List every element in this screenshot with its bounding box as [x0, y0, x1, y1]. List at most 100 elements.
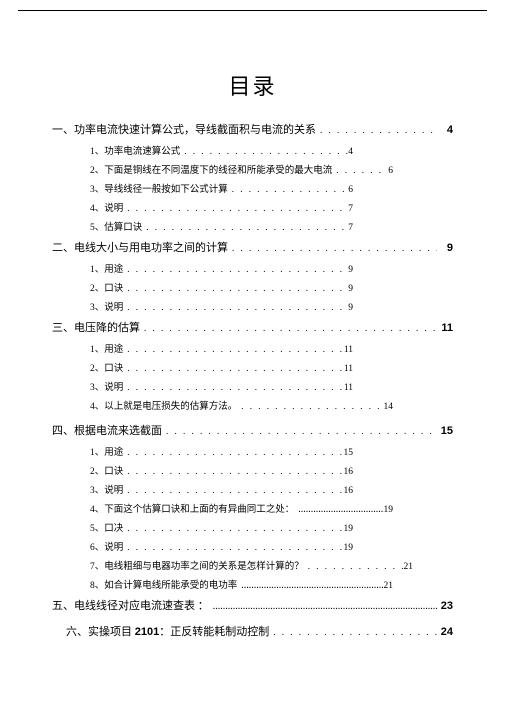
leader-dots	[123, 523, 343, 533]
toc-sub-item: 3、说明 11	[90, 379, 453, 393]
sub-label: 2、口诀	[90, 360, 123, 374]
special-page: 24	[437, 626, 453, 638]
sub-label: 1、用途	[90, 341, 123, 355]
leader-dots	[123, 283, 348, 293]
toc-sub-item: 1、用途 11	[90, 341, 453, 355]
toc-sub-item: 4、说明 7	[90, 200, 453, 214]
sub-label: 4、说明	[90, 200, 123, 214]
sub-label: 2、下面是铜线在不同温度下的线径和所能承受的最大电流	[90, 162, 332, 176]
sub-label: 5、口决	[90, 520, 123, 534]
leader-dots	[123, 264, 348, 274]
section-page: 15	[437, 425, 453, 437]
leader-dots	[123, 363, 344, 373]
sub-page: 21	[384, 581, 394, 591]
sub-label: 1、用途	[90, 261, 123, 275]
toc-sub-item: 3、说明 16	[90, 482, 453, 496]
leader-dots	[228, 243, 437, 253]
leader-dots	[123, 344, 344, 354]
sub-page: 11	[344, 383, 353, 393]
leader-dots	[123, 542, 343, 552]
toc-sub-item: 2、口诀 9	[90, 280, 453, 294]
toc-sub-item: 2、口诀 11	[90, 360, 453, 374]
sub-page: 9	[348, 303, 353, 313]
section-label: 二、电线大小与用电功率之间的计算	[52, 239, 228, 255]
toc-section: 三、电压降的估算 11	[52, 319, 453, 335]
sub-label: 2、口诀	[90, 280, 123, 294]
sub-page: 11	[344, 345, 353, 355]
leader-dots	[123, 485, 343, 495]
toc-sub-item: 3、说明 9	[90, 299, 453, 313]
toc-sub-item: 4、下面这个估算口诀和上面的有异曲同工之处： 19	[90, 501, 453, 515]
toc-sub-item: 6、说明 19	[90, 539, 453, 553]
leader-dots	[332, 165, 388, 175]
special-number: 2101	[135, 626, 159, 638]
section-label: 三、电压降的估算	[52, 319, 140, 335]
toc-sub-item: 2、口诀 16	[90, 463, 453, 477]
toc-sub-item: 7、电线粗细与电器功率之间的关系是怎样计算的？ 21	[90, 558, 453, 572]
toc-sub-item: 5、估算口诀 7	[90, 219, 453, 233]
leader-dots	[180, 146, 348, 156]
sub-page: 15	[344, 448, 354, 458]
toc-section: 五、电线线径对应电流速查表 ： 23	[52, 597, 453, 613]
sub-label: 4、以上就是电压损失的估算方法。	[90, 398, 237, 412]
sub-page: 16	[344, 486, 354, 496]
sub-label: 1、用途	[90, 444, 123, 458]
toc-sub-item: 4、以上就是电压损失的估算方法。14	[90, 398, 453, 412]
leader-dots	[140, 323, 437, 333]
sub-page: 7	[348, 223, 353, 233]
toc-special-section: 六、实操项目 2101：正反转能耗制动控制24	[66, 623, 453, 639]
leader-dots	[209, 601, 437, 612]
leader-dots	[237, 580, 383, 591]
sub-label: 3、说明	[90, 379, 123, 393]
sub-page: 11	[344, 364, 353, 374]
toc-sub-item: 5、口决 19	[90, 520, 453, 534]
toc-sub-item: 1、用途 9	[90, 261, 453, 275]
toc-section: 一、功率电流快速计算公式，导线截面积与电流的关系4	[52, 121, 453, 137]
toc-section: 四、根据电流来选截面 15	[52, 422, 453, 438]
sub-page: 16	[344, 467, 354, 477]
section-page: 23	[437, 600, 453, 612]
toc-title: 目录	[52, 69, 453, 101]
section-page: 11	[437, 322, 453, 334]
section-label: 四、根据电流来选截面	[52, 422, 162, 438]
sub-page: 19	[344, 524, 354, 534]
sub-page: 7	[348, 204, 353, 214]
sub-label: 6、说明	[90, 539, 123, 553]
sub-page: 21	[404, 562, 414, 572]
leader-dots	[123, 447, 343, 457]
sub-label: 7、电线粗细与电器功率之间的关系是怎样计算的？	[90, 558, 304, 572]
sub-label: 5、估算口诀	[90, 219, 142, 233]
leader-dots	[162, 426, 437, 436]
sub-label: 8、如合计算电线所能承受的电功率	[90, 577, 237, 591]
section-page: 4	[437, 124, 453, 136]
leader-dots	[237, 401, 383, 411]
sub-page: 9	[348, 284, 353, 294]
leader-dots	[269, 627, 437, 637]
sub-label: 1、功率电流速算公式	[90, 143, 180, 157]
toc-section: 二、电线大小与用电功率之间的计算 9	[52, 239, 453, 255]
sub-page: 6	[388, 166, 393, 176]
section-label: 五、电线线径对应电流速查表 ：	[52, 597, 209, 613]
leader-dots	[304, 561, 404, 571]
sub-label: 2、口诀	[90, 463, 123, 477]
toc-sub-item: 3、导线线径一般按如下公式计算 6	[90, 181, 453, 195]
leader-dots	[294, 504, 383, 515]
sub-label: 3、说明	[90, 299, 123, 313]
leader-dots	[142, 222, 348, 232]
leader-dots	[316, 125, 437, 135]
leader-dots	[123, 382, 344, 392]
toc-body: 一、功率电流快速计算公式，导线截面积与电流的关系4 1、功率电流速算公式 4 2、下面…	[52, 121, 453, 639]
sub-page: 19	[344, 543, 354, 553]
sub-label: 3、说明	[90, 482, 123, 496]
section-page: 9	[437, 242, 453, 254]
toc-sub-item: 2、下面是铜线在不同温度下的线径和所能承受的最大电流 6	[90, 162, 453, 176]
leader-dots	[123, 203, 348, 213]
sub-label: 4、下面这个估算口诀和上面的有异曲同工之处：	[90, 501, 294, 515]
sub-page: 6	[348, 185, 353, 195]
sub-page: 19	[384, 505, 394, 515]
sub-page: 4	[348, 147, 353, 157]
sub-page: 9	[348, 265, 353, 275]
leader-dots	[123, 302, 348, 312]
toc-sub-item: 8、如合计算电线所能承受的电功率 21	[90, 577, 453, 591]
sub-label: 3、导线线径一般按如下公式计算	[90, 181, 228, 195]
